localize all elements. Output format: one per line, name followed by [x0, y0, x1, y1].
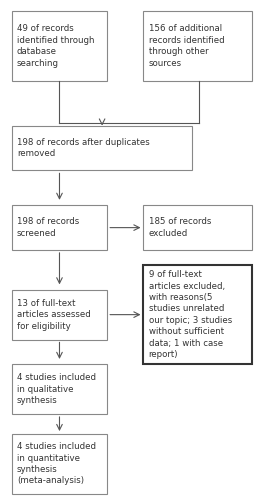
Text: 156 of additional
records identified
through other
sources: 156 of additional records identified thr… — [149, 24, 224, 68]
FancyBboxPatch shape — [143, 265, 252, 364]
Text: 49 of records
identified through
database
searching: 49 of records identified through databas… — [17, 24, 94, 68]
Text: 9 of full-text
articles excluded,
with reasons(5
studies unrelated
our topic; 3 : 9 of full-text articles excluded, with r… — [149, 270, 232, 359]
FancyBboxPatch shape — [12, 126, 192, 170]
FancyBboxPatch shape — [12, 364, 107, 414]
FancyBboxPatch shape — [143, 12, 252, 81]
Text: 198 of records
screened: 198 of records screened — [17, 218, 79, 238]
FancyBboxPatch shape — [12, 434, 107, 494]
FancyBboxPatch shape — [143, 205, 252, 250]
Text: 198 of records after duplicates
removed: 198 of records after duplicates removed — [17, 138, 150, 158]
Text: 13 of full-text
articles assessed
for eligibility: 13 of full-text articles assessed for el… — [17, 298, 91, 330]
FancyBboxPatch shape — [12, 290, 107, 340]
Text: 4 studies included
in qualitative
synthesis: 4 studies included in qualitative synthe… — [17, 374, 96, 405]
FancyBboxPatch shape — [12, 12, 107, 81]
Text: 4 studies included
in quantitative
synthesis
(meta-analysis): 4 studies included in quantitative synth… — [17, 442, 96, 486]
FancyBboxPatch shape — [12, 205, 107, 250]
Text: 185 of records
excluded: 185 of records excluded — [149, 218, 211, 238]
